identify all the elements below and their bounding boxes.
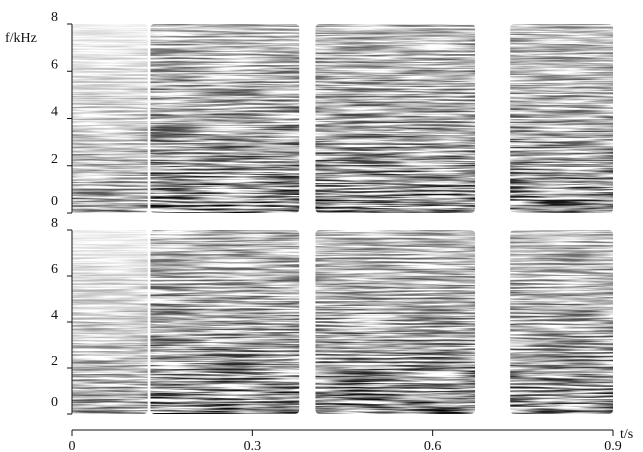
y-tick-label: 0	[51, 194, 58, 209]
y-tick-label: 0	[51, 395, 58, 410]
x-tick-label: 0.9	[604, 439, 622, 452]
spectrogram-image	[72, 230, 613, 414]
y-tick-label: 6	[51, 262, 58, 277]
y-tick-label: 4	[51, 308, 58, 323]
y-tick-label: 4	[51, 105, 58, 120]
y-tick-label: 2	[51, 152, 58, 167]
x-tick-label: 0	[69, 439, 76, 452]
y-axis-label: f/kHz	[5, 31, 37, 46]
x-tick-label: 0.3	[244, 439, 262, 452]
y-tick-label: 6	[51, 57, 58, 72]
y-tick-label: 2	[51, 354, 58, 369]
spectrogram-image	[72, 24, 613, 213]
y-tick-label: 8	[51, 216, 58, 231]
y-tick-label: 8	[51, 10, 58, 25]
x-tick-label: 0.6	[424, 439, 442, 452]
x-axis-label: t/s	[620, 427, 633, 442]
